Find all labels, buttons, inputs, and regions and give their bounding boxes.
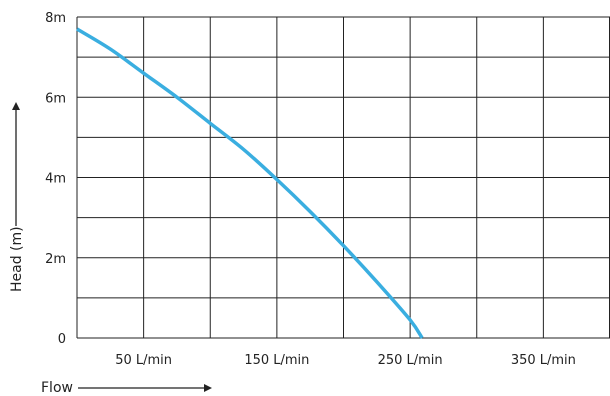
x-tick-label: 150 L/min: [244, 353, 309, 368]
x-axis-label: Flow: [41, 380, 73, 396]
y-tick-label: 6m: [45, 91, 66, 106]
x-tick-label: 350 L/min: [511, 353, 576, 368]
y-axis-label: Head (m): [9, 226, 25, 292]
x-tick-label: 250 L/min: [378, 353, 443, 368]
y-tick-label: 2m: [45, 252, 66, 267]
y-tick-label: 4m: [45, 172, 66, 187]
y-tick-labels: 0 2m 4m 6m 8m: [45, 11, 66, 347]
grid-lines: [76, 16, 610, 339]
series-layer: [76, 27, 424, 339]
x-tick-labels: 50 L/min 150 L/min 250 L/min 350 L/min: [115, 353, 576, 368]
series-line: [76, 27, 424, 339]
x-tick-label: 50 L/min: [115, 353, 172, 368]
y-tick-label: 0: [58, 332, 66, 347]
y-tick-label: 8m: [45, 11, 66, 26]
